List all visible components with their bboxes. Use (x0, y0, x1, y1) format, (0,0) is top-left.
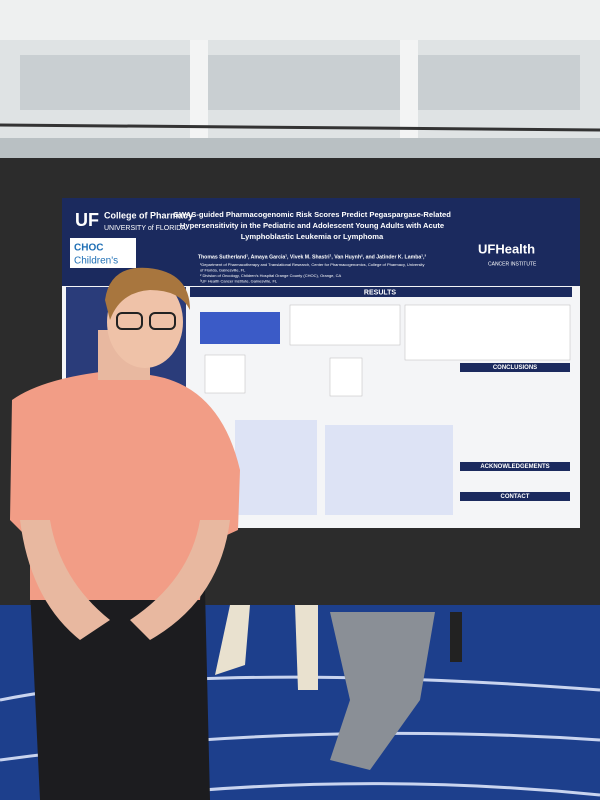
person-shirt (10, 372, 240, 600)
table (235, 420, 317, 515)
affiliation-line: ² Division of Oncology, Children's Hospi… (200, 273, 342, 278)
section-bar (460, 462, 570, 471)
person-glasses (116, 312, 143, 330)
poster-title: GWAS-guided Pharmacogenomic Risk Scores … (173, 210, 451, 241)
section-title: CONCLUSIONS (493, 365, 537, 371)
ufhealth-sub: CANCER INSTITUTE (488, 261, 537, 267)
person-hair (105, 267, 190, 320)
section-title: CONTACT (501, 494, 530, 500)
section-title: RESULTS (364, 289, 396, 296)
logo-line: UNIVERSITY of FLORIDA (104, 225, 186, 232)
person-head (107, 276, 183, 368)
person-pants (30, 590, 210, 800)
figure (200, 312, 280, 344)
affiliations: ¹Department of Pharmacotherapy and Trans… (200, 262, 424, 284)
table (289, 304, 401, 346)
bystander-leg (295, 605, 318, 690)
logo-line: College of Pharmacy (104, 210, 193, 220)
title-line: GWAS-guided Pharmacogenomic Risk Scores … (173, 210, 451, 219)
wall (0, 138, 600, 160)
section-bar (190, 287, 572, 297)
person-arm (130, 520, 230, 640)
affiliation-line: ¹Department of Pharmacotherapy and Trans… (200, 262, 424, 267)
choc-name: Children's (74, 256, 118, 267)
pillar (400, 40, 418, 140)
table (404, 304, 571, 361)
logo-abbr: UF (75, 210, 99, 230)
table (325, 425, 453, 515)
affiliation-line: ³UF Health Cancer Institute, Gainesville… (200, 279, 278, 284)
figure (204, 354, 246, 394)
affiliation-line: of Florida, Gainesville, FL (200, 268, 246, 273)
bystander-leg (330, 612, 435, 770)
section-bar (460, 492, 570, 501)
ceiling (0, 0, 600, 40)
figure (329, 357, 363, 397)
bystander-leg (215, 605, 250, 675)
person-glasses (149, 312, 176, 330)
choc-abbr: CHOC (74, 243, 103, 254)
authors: Thomas Sutherland¹, Amaya Garcia¹, Vivek… (198, 254, 427, 260)
railing (0, 123, 600, 132)
pillar (190, 40, 208, 140)
section-bar (460, 363, 570, 372)
ufhealth-logo: UFHealth (478, 241, 535, 256)
title-line: Lymphoblastic Leukemia or Lymphoma (241, 232, 384, 241)
section-title: ACKNOWLEDGEMENTS (480, 464, 549, 470)
person-arm (20, 520, 110, 640)
choc-logo-box (70, 238, 136, 268)
easel-leg (450, 612, 462, 662)
mezzanine (20, 55, 580, 110)
title-line: Hypersensitivity in the Pediatric and Ad… (180, 221, 444, 230)
